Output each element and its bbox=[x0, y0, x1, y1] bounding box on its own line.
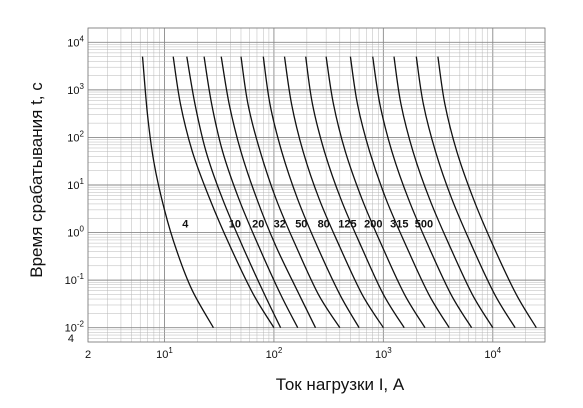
curve-label: 4 bbox=[182, 219, 189, 231]
curve-label: 20 bbox=[252, 219, 264, 231]
series-curve bbox=[372, 56, 473, 329]
series-curve bbox=[349, 56, 450, 329]
y-tick-label: 10-1 bbox=[65, 272, 85, 287]
x-axis-title: Ток нагрузки I, А bbox=[276, 375, 405, 394]
y-tick-label: 102 bbox=[67, 129, 84, 144]
series-curve bbox=[283, 56, 384, 329]
series-curve bbox=[262, 56, 360, 329]
x-tick-label: 102 bbox=[266, 346, 283, 361]
curve-labels: 4 10 20 32 50 80 125 200 315 500 bbox=[182, 219, 433, 231]
series-curve bbox=[393, 56, 494, 329]
series-curve bbox=[172, 56, 275, 329]
curve-label: 125 bbox=[338, 219, 356, 231]
x-tick-label: 103 bbox=[375, 346, 392, 361]
y-tick-label: 104 bbox=[67, 34, 84, 49]
x-tick-labels: 2 101 102 103 104 bbox=[85, 346, 502, 361]
curve-label: 315 bbox=[390, 219, 408, 231]
series-curve bbox=[203, 56, 299, 328]
x-tick-label: 104 bbox=[484, 346, 501, 361]
x-tick-label: 2 bbox=[85, 349, 91, 361]
y-tick-label: 101 bbox=[67, 177, 84, 192]
curve-label: 500 bbox=[415, 219, 433, 231]
curve-label: 32 bbox=[274, 219, 286, 231]
curve-label: 50 bbox=[295, 219, 307, 231]
grid bbox=[87, 27, 546, 343]
series-curve bbox=[305, 56, 405, 329]
series-curve bbox=[437, 56, 537, 329]
curves bbox=[141, 56, 537, 329]
y-tick-label: 10-2 bbox=[65, 320, 85, 335]
series-curve bbox=[325, 56, 426, 329]
plot-frame bbox=[87, 27, 546, 343]
x-tick-label: 101 bbox=[156, 346, 173, 361]
y-extra-label: 4 bbox=[68, 333, 74, 345]
y-tick-label: 100 bbox=[67, 225, 84, 240]
y-axis-title: Время срабатывания t, с bbox=[27, 82, 46, 278]
y-tick-labels: 10-2 10-1 100 101 102 103 104 4 bbox=[65, 34, 85, 345]
series-curve bbox=[141, 56, 214, 329]
series-curve bbox=[240, 56, 341, 329]
y-tick-label: 103 bbox=[67, 82, 84, 97]
series-curve bbox=[415, 56, 516, 329]
series-curve bbox=[186, 56, 282, 328]
curve-label: 80 bbox=[318, 219, 330, 231]
series-curve bbox=[220, 56, 317, 328]
curve-label: 200 bbox=[364, 219, 382, 231]
curve-label: 10 bbox=[229, 219, 241, 231]
